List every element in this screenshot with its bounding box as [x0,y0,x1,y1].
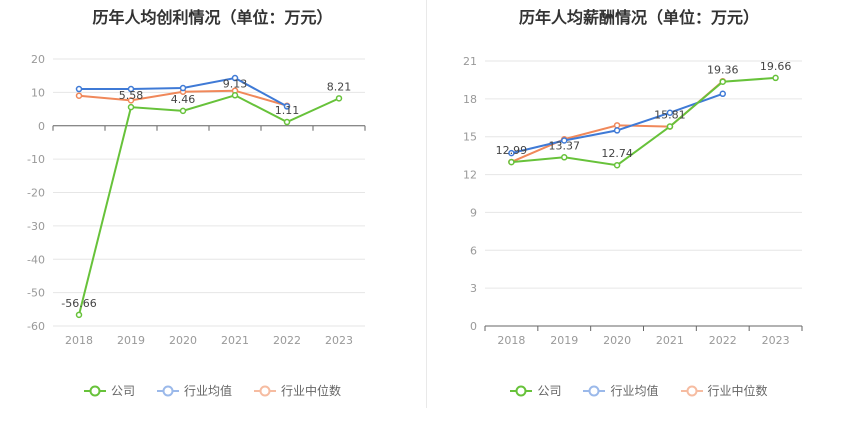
data-point-company [127,103,135,111]
legend: 公司 行业均值 行业中位数 [0,382,425,399]
y-tick-label: 21 [463,55,477,68]
x-tick-label: 2020 [169,334,197,347]
data-point-industry_avg [283,103,291,110]
legend-industry-avg-icon [156,385,179,396]
y-tick-label: 20 [31,53,45,66]
y-tick-label: 6 [470,244,477,257]
x-tick-label: 2019 [550,334,578,347]
legend-company-icon [510,385,533,396]
data-point-company [179,107,187,115]
x-tick-label: 2018 [65,334,93,347]
data-point-company [772,74,779,82]
y-tick-label: -30 [27,220,45,233]
data-label: 15.81 [654,108,686,121]
data-point-industry_median [127,97,135,104]
x-tick-label: 2022 [273,334,301,347]
y-tick-label: 3 [470,282,477,295]
y-tick-label: 15 [463,131,477,144]
data-label: 13.37 [549,139,581,152]
series-line-company [78,94,340,316]
chart-title: 历年人均薪酬情况（单位：万元） [518,8,759,27]
data-point-industry_avg [561,137,568,144]
data-label: 5.58 [119,89,144,102]
y-tick-label: -10 [27,153,45,166]
legend-item-industry-median[interactable]: 行业中位数 [254,382,341,399]
x-tick-label: 2021 [656,334,684,347]
data-label: -56.66 [61,297,96,310]
data-point-company [666,123,674,130]
data-point-industry_avg [613,127,621,134]
data-label: 1.11 [275,104,300,117]
y-tick-label: -50 [27,287,45,300]
salary-chart-panel: 历年人均薪酬情况（单位：万元） 21 18 15 12 9 6 3 0 2018 2019 2020… [428,0,850,436]
legend: 公司 行业均值 行业中位数 [428,382,850,399]
data-point-company [335,95,343,102]
legend-label: 行业中位数 [707,384,768,398]
y-tick-label: 12 [463,169,477,182]
data-point-company [75,311,83,319]
data-point-industry_avg [719,90,726,98]
legend-item-industry-avg[interactable]: 行业均值 [583,382,659,399]
x-tick-label: 2019 [117,334,145,347]
data-point-industry_median [75,92,83,99]
y-tick-label: 10 [31,86,45,99]
data-point-company [231,92,239,99]
y-tick-label: 0 [38,120,45,133]
legend-label: 行业均值 [183,384,232,398]
y-tick-label: -20 [27,187,45,200]
legend-label: 行业中位数 [281,384,342,398]
legend-item-industry-median[interactable]: 行业中位数 [680,382,768,399]
salary-chart: 21 18 15 12 9 6 3 0 2018 2019 2020 2021 2022 2023 12.9… [463,55,803,347]
profit-chart-panel: 历年人均创利情况（单位：万元） 20 10 0 -10 -20 -30 -40 -50 -60 2… [0,8,425,399]
data-point-company [508,158,515,166]
data-label: 9.13 [223,77,248,90]
y-tick-label: 18 [463,93,477,106]
legend-item-company[interactable]: 公司 [510,382,561,399]
x-tick-label: 2023 [762,334,790,347]
legend-industry-avg-icon [583,385,606,396]
series-line-company [511,76,776,167]
data-point-industry_avg [179,84,187,92]
data-label: 12.99 [496,144,528,157]
data-point-industry_avg [508,149,515,157]
legend-label: 行业均值 [610,384,659,398]
x-tick-label: 2020 [603,334,631,347]
legend-item-company[interactable]: 公司 [83,382,135,399]
panel-divider [426,0,427,408]
legend-item-industry-avg[interactable]: 行业均值 [156,382,232,399]
legend-industry-median-icon [680,385,703,396]
y-tick-label: 9 [470,206,477,219]
legend-label: 公司 [537,384,562,398]
data-label: 12.74 [601,147,633,160]
legend-industry-median-icon [254,385,276,396]
x-tick-label: 2023 [325,334,353,347]
y-tick-label: -40 [27,253,45,266]
x-tick-label: 2021 [221,334,249,347]
data-point-industry_avg [231,74,239,82]
legend-label: 公司 [110,384,135,398]
data-point-industry_avg [127,85,135,93]
legend-company-icon [83,385,106,396]
x-tick-label: 2018 [497,334,525,347]
data-point-industry_avg [75,85,83,93]
chart-title: 历年人均创利情况（单位：万元） [92,8,333,27]
data-point-company [613,161,621,169]
data-label: 8.21 [327,80,352,93]
data-point-company [719,78,726,85]
data-point-industry_avg [666,109,674,116]
profit-chart: 20 10 0 -10 -20 -30 -40 -50 -60 2018 2019 2020 2021 2… [27,53,366,347]
data-label: 19.66 [760,60,792,73]
data-label: 4.46 [171,93,196,106]
data-point-industry_median [613,122,621,129]
data-point-company [283,118,291,126]
x-tick-label: 2022 [709,334,737,347]
data-point-company [561,154,568,161]
y-tick-label: -60 [27,320,45,333]
data-label: 19.36 [707,64,739,77]
y-tick-label: 0 [470,320,477,333]
